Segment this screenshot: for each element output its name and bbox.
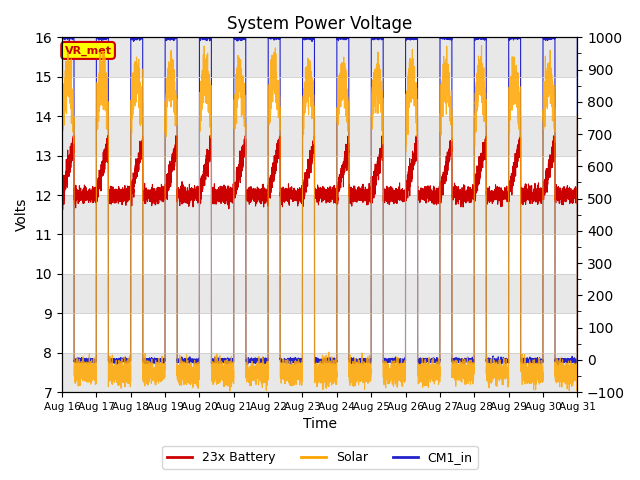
Legend: 23x Battery, Solar, CM1_in: 23x Battery, Solar, CM1_in: [163, 446, 477, 469]
Bar: [62, 195, 577, 234]
Bar: [62, 274, 577, 313]
Bar: [62, 37, 577, 77]
Bar: [62, 116, 577, 156]
Title: System Power Voltage: System Power Voltage: [227, 15, 412, 33]
Text: VR_met: VR_met: [65, 45, 111, 56]
Bar: [62, 353, 577, 392]
X-axis label: Time: Time: [303, 418, 337, 432]
Y-axis label: Volts: Volts: [15, 198, 29, 231]
